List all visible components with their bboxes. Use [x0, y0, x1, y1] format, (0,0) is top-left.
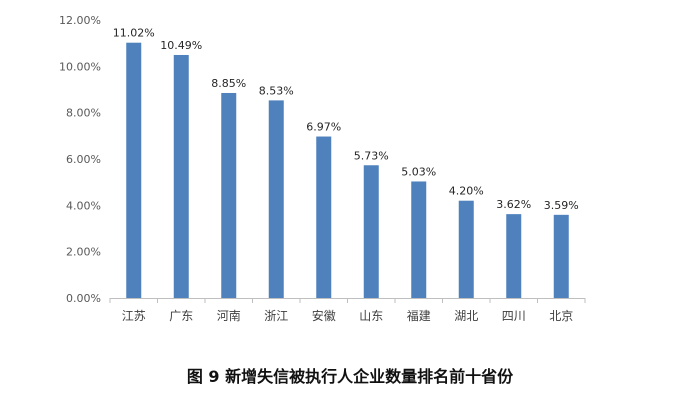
bars — [126, 42, 569, 299]
x-axis-ticks — [109, 298, 586, 303]
y-tick-label: 0.00% — [66, 292, 101, 305]
data-label: 10.49% — [160, 39, 202, 52]
y-axis-ticks: 0.00% 2.00% 4.00% 6.00% 8.00% 10.00% 12.00% — [59, 14, 101, 305]
chart-title: 图 9 新增失信被执行人企业数量排名前十省份 — [186, 367, 514, 386]
bar — [268, 100, 284, 298]
x-category-label: 福建 — [407, 308, 431, 323]
bar — [173, 54, 189, 299]
bar — [126, 42, 142, 298]
bar — [411, 181, 427, 298]
x-category-label: 广东 — [169, 309, 193, 323]
x-category-label: 安徽 — [312, 308, 336, 323]
x-category-label: 四川 — [502, 309, 526, 323]
y-tick-label: 2.00% — [66, 246, 101, 259]
data-label: 8.53% — [259, 84, 294, 97]
data-label: 5.03% — [401, 165, 436, 178]
y-tick-label: 6.00% — [66, 153, 101, 166]
x-category-label: 湖北 — [454, 308, 478, 323]
data-label: 6.97% — [306, 121, 341, 134]
x-category-label: 北京 — [549, 309, 573, 323]
bar — [316, 136, 332, 298]
x-axis-labels: 江苏 广东 河南 浙江 安徽 山东 福建 湖北 四川 北京 — [122, 308, 574, 323]
data-label: 3.59% — [544, 199, 579, 212]
y-tick-label: 4.00% — [66, 199, 101, 212]
bar — [506, 214, 522, 298]
data-label: 5.73% — [354, 149, 389, 162]
x-category-label: 山东 — [359, 309, 383, 323]
y-tick-label: 8.00% — [66, 107, 101, 120]
data-label: 11.02% — [113, 27, 155, 40]
bar — [221, 92, 237, 298]
data-label: 8.85% — [211, 77, 246, 90]
bar — [363, 165, 379, 298]
data-labels: 11.02% 10.49% 8.85% 8.53% 6.97% 5.73% 5.03% 4.2… — [113, 27, 579, 212]
data-label: 4.20% — [449, 185, 484, 198]
x-category-label: 河南 — [217, 308, 241, 323]
bar — [458, 200, 474, 298]
x-category-label: 江苏 — [122, 309, 146, 323]
bar — [553, 214, 569, 298]
x-category-label: 浙江 — [264, 309, 288, 323]
y-tick-label: 12.00% — [59, 14, 101, 27]
data-label: 3.62% — [496, 198, 531, 211]
y-tick-label: 10.00% — [59, 60, 101, 73]
